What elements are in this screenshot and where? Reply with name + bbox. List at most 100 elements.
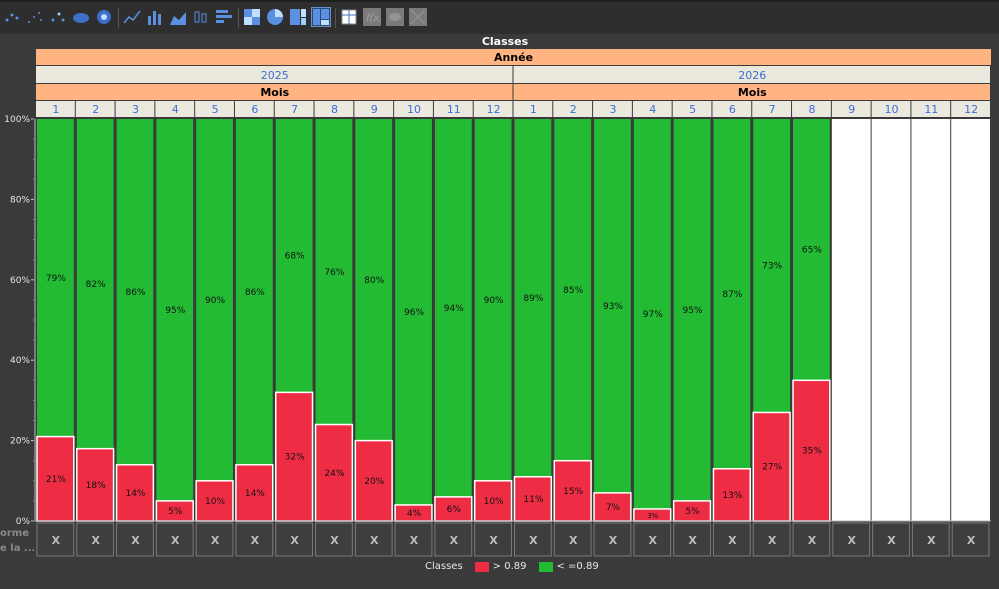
x-cell-label: X: [728, 534, 737, 547]
header-annee-band: [36, 49, 991, 65]
data-label-red: 5%: [168, 507, 183, 517]
bar-green: [434, 119, 472, 497]
year-label-2026: 2026: [738, 69, 766, 82]
x-cell: [593, 522, 632, 557]
x-cell-label: X: [330, 534, 339, 547]
data-label-green: 85%: [563, 286, 583, 296]
legend-item-red[interactable]: > 0.89: [474, 561, 527, 572]
legend-item-green[interactable]: < =0.89: [538, 561, 599, 572]
scatter-plot-icon[interactable]: [3, 8, 21, 26]
network-icon[interactable]: [409, 8, 427, 26]
x-cell-label: X: [450, 534, 459, 547]
month-label: 3: [132, 103, 139, 116]
data-label-green: 96%: [404, 308, 424, 318]
data-label-red: 18%: [86, 481, 106, 491]
legend-swatch-red: [474, 561, 489, 572]
data-label-red: 35%: [802, 447, 822, 457]
x-cell: [474, 522, 513, 557]
bubble-icon[interactable]: [72, 8, 90, 26]
x-cell-label: X: [569, 534, 578, 547]
x-cell-label: X: [768, 534, 777, 547]
y-tick-label: 0%: [16, 517, 31, 527]
month-label: 6: [729, 103, 736, 116]
year-band-2025: [36, 66, 513, 83]
x-cell: [434, 522, 473, 557]
data-label-green: 79%: [46, 274, 66, 284]
month-header-cell: [871, 101, 911, 117]
bar-green: [793, 119, 830, 381]
line-chart-icon[interactable]: [123, 8, 141, 26]
data-label-red: 6%: [447, 505, 462, 515]
scatter-small-icon[interactable]: [26, 8, 44, 26]
mois-label-2025: Mois: [260, 86, 289, 99]
bar-green: [554, 119, 592, 461]
data-label-green: 94%: [444, 304, 464, 314]
month-header-cell: [473, 101, 513, 117]
month-header-cell: [274, 101, 314, 117]
header-annee-label: Année: [494, 51, 533, 64]
data-label-green: 76%: [324, 268, 344, 278]
month-header-cell: [354, 101, 394, 117]
horizontal-bar-icon[interactable]: [215, 8, 233, 26]
month-label: 4: [649, 103, 656, 116]
x-cell: [792, 522, 831, 557]
month-header-cell: [792, 101, 831, 117]
row-label-fragment-2: e la ...: [0, 543, 34, 554]
x-cell-label: X: [489, 534, 498, 547]
toolbar-separator: [118, 8, 119, 28]
month-header-cell: [951, 101, 990, 117]
legend: Classes > 0.89 < =0.89: [425, 561, 599, 572]
month-header-cell: [831, 101, 871, 117]
x-cell: [235, 522, 274, 557]
x-cell: [872, 522, 910, 557]
bar-green: [395, 119, 432, 505]
scatter-color-icon[interactable]: [49, 8, 67, 26]
bar-green: [753, 119, 791, 413]
data-label-red: 14%: [125, 489, 145, 499]
month-label: 12: [487, 103, 501, 116]
contour-icon[interactable]: [95, 8, 113, 26]
month-header-cell: [115, 101, 155, 117]
data-label-green: 93%: [603, 302, 623, 312]
month-label: 7: [769, 103, 776, 116]
month-label: 5: [689, 103, 696, 116]
month-label: 1: [530, 103, 537, 116]
heatmap-icon[interactable]: [243, 8, 261, 26]
month-header-cell: [672, 101, 712, 117]
box-plot-icon[interactable]: [192, 8, 210, 26]
formula-icon[interactable]: f(x): [363, 8, 381, 26]
month-header-cell: [195, 101, 234, 117]
x-cell: [911, 522, 950, 557]
month-label: 4: [172, 103, 179, 116]
bar-red: [712, 467, 751, 522]
month-header-cell: [911, 101, 951, 117]
mois-band-2025: [36, 84, 513, 100]
bar-red: [593, 492, 632, 522]
data-label-red: 24%: [324, 469, 344, 479]
data-label-red: 14%: [245, 489, 265, 499]
bar-chart-icon[interactable]: [146, 8, 164, 26]
x-cell-label: X: [370, 534, 379, 547]
bar-green: [355, 119, 393, 441]
y-tick-label: 40%: [10, 356, 30, 366]
x-cell: [36, 522, 75, 557]
area-chart-icon[interactable]: [169, 8, 187, 26]
bar-green: [673, 119, 711, 501]
x-cell-label: X: [967, 534, 976, 547]
month-label: 9: [371, 103, 378, 116]
x-cell: [752, 522, 791, 557]
month-label: 2: [92, 103, 99, 116]
x-cell: [553, 522, 592, 557]
bar-red: [513, 476, 553, 522]
bar-green: [116, 119, 154, 465]
treemap-icon[interactable]: [289, 8, 307, 26]
pie-chart-icon[interactable]: [266, 8, 284, 26]
year-band-2026: [513, 66, 990, 83]
month-label: 1: [52, 103, 59, 116]
bar-red: [36, 435, 75, 522]
mosaic-icon[interactable]: [311, 7, 331, 27]
map-icon[interactable]: [386, 8, 404, 26]
table-icon[interactable]: [340, 8, 358, 26]
bar-red: [354, 439, 393, 522]
year-label-2025: 2025: [261, 69, 289, 82]
